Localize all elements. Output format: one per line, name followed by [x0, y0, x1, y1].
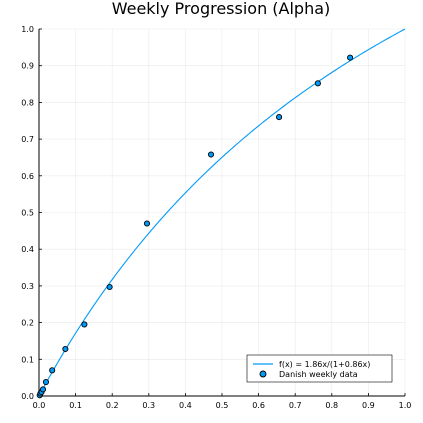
x-tick-label: 0.7 [289, 401, 302, 410]
fit-curve [38, 28, 406, 397]
data-point [207, 151, 215, 158]
data-point [81, 321, 88, 328]
data-point [39, 386, 47, 393]
legend: f(x) = 1.86x/(1+0.86x)Danish weekly data [246, 354, 393, 383]
data-point [42, 379, 50, 386]
y-tick-label: 0.2 [21, 319, 34, 328]
y-tick-label: 0.6 [21, 172, 34, 181]
x-tick-label: 1.0 [399, 401, 412, 410]
grid [38, 28, 406, 397]
data-point [49, 367, 56, 374]
axes: 0.0 0.1 0.2 0.3 0.4 0.5 0.6 0.7 0.8 0.9 1.0 0.0 0.1 0… [21, 25, 411, 410]
data-point [347, 54, 354, 61]
y-tick-label: 0.0 [21, 392, 34, 401]
legend-marker-swatch [259, 370, 267, 378]
y-tick-label: 0.8 [21, 98, 34, 107]
y-tick-label: 0.7 [21, 135, 34, 144]
data-point [314, 80, 321, 87]
chart-title: Weekly Progression (Alpha) [112, 0, 331, 18]
x-tick-label: 0.3 [142, 401, 155, 410]
data-points-layer [36, 54, 354, 399]
y-tick-label: 1.0 [21, 25, 34, 34]
x-tick-label: 0.2 [106, 401, 119, 410]
x-tick-label: 0.8 [325, 401, 338, 410]
data-point [143, 220, 151, 227]
data-point [62, 345, 69, 353]
legend-label-fit: f(x) = 1.86x/(1+0.86x) [279, 360, 370, 369]
x-tick-label: 0.0 [33, 401, 46, 410]
data-point [276, 114, 283, 121]
x-tick-label: 0.4 [179, 401, 192, 410]
legend-label-data: Danish weekly data [279, 370, 358, 379]
data-point [106, 283, 113, 291]
fit-curve-layer [38, 28, 406, 397]
x-tick-label: 0.6 [252, 401, 265, 410]
legend-box [246, 354, 393, 383]
y-tick-label: 0.1 [21, 355, 34, 364]
y-tick-label: 0.5 [21, 209, 34, 218]
x-tick-label: 0.5 [216, 401, 229, 410]
x-tick-label: 0.1 [69, 401, 82, 410]
y-tick-label: 0.3 [21, 282, 34, 291]
y-tick-label: 0.9 [21, 62, 34, 71]
x-tick-label: 0.9 [362, 401, 375, 410]
y-tick-label: 0.4 [21, 245, 34, 254]
